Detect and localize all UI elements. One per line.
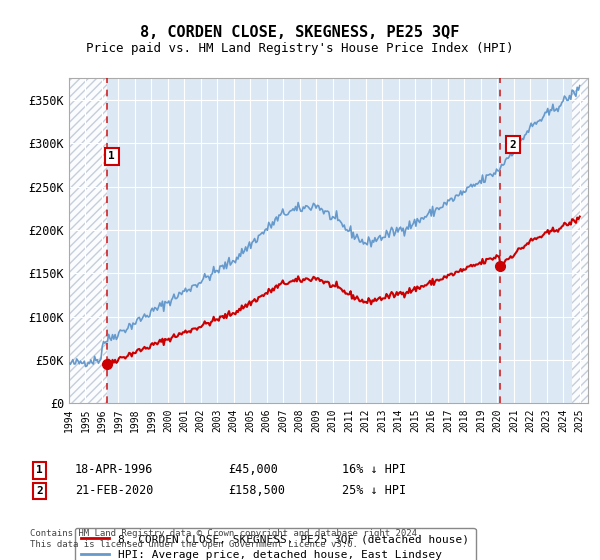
Bar bbox=[69, 78, 107, 403]
Text: 2: 2 bbox=[509, 139, 516, 150]
Legend: 8, CORDEN CLOSE, SKEGNESS, PE25 3QF (detached house), HPI: Average price, detach: 8, CORDEN CLOSE, SKEGNESS, PE25 3QF (det… bbox=[74, 528, 476, 560]
Text: 1: 1 bbox=[36, 465, 43, 475]
Text: 25% ↓ HPI: 25% ↓ HPI bbox=[342, 484, 406, 497]
Text: 21-FEB-2020: 21-FEB-2020 bbox=[75, 484, 154, 497]
Text: Contains HM Land Registry data © Crown copyright and database right 2024.
This d: Contains HM Land Registry data © Crown c… bbox=[30, 529, 422, 549]
Text: Price paid vs. HM Land Registry's House Price Index (HPI): Price paid vs. HM Land Registry's House … bbox=[86, 42, 514, 55]
Text: £45,000: £45,000 bbox=[228, 463, 278, 476]
Text: £158,500: £158,500 bbox=[228, 484, 285, 497]
Text: 16% ↓ HPI: 16% ↓ HPI bbox=[342, 463, 406, 476]
Bar bbox=[572, 78, 588, 403]
Text: 2: 2 bbox=[36, 486, 43, 496]
Text: 18-APR-1996: 18-APR-1996 bbox=[75, 463, 154, 476]
Text: 8, CORDEN CLOSE, SKEGNESS, PE25 3QF: 8, CORDEN CLOSE, SKEGNESS, PE25 3QF bbox=[140, 25, 460, 40]
Text: 1: 1 bbox=[109, 151, 115, 161]
